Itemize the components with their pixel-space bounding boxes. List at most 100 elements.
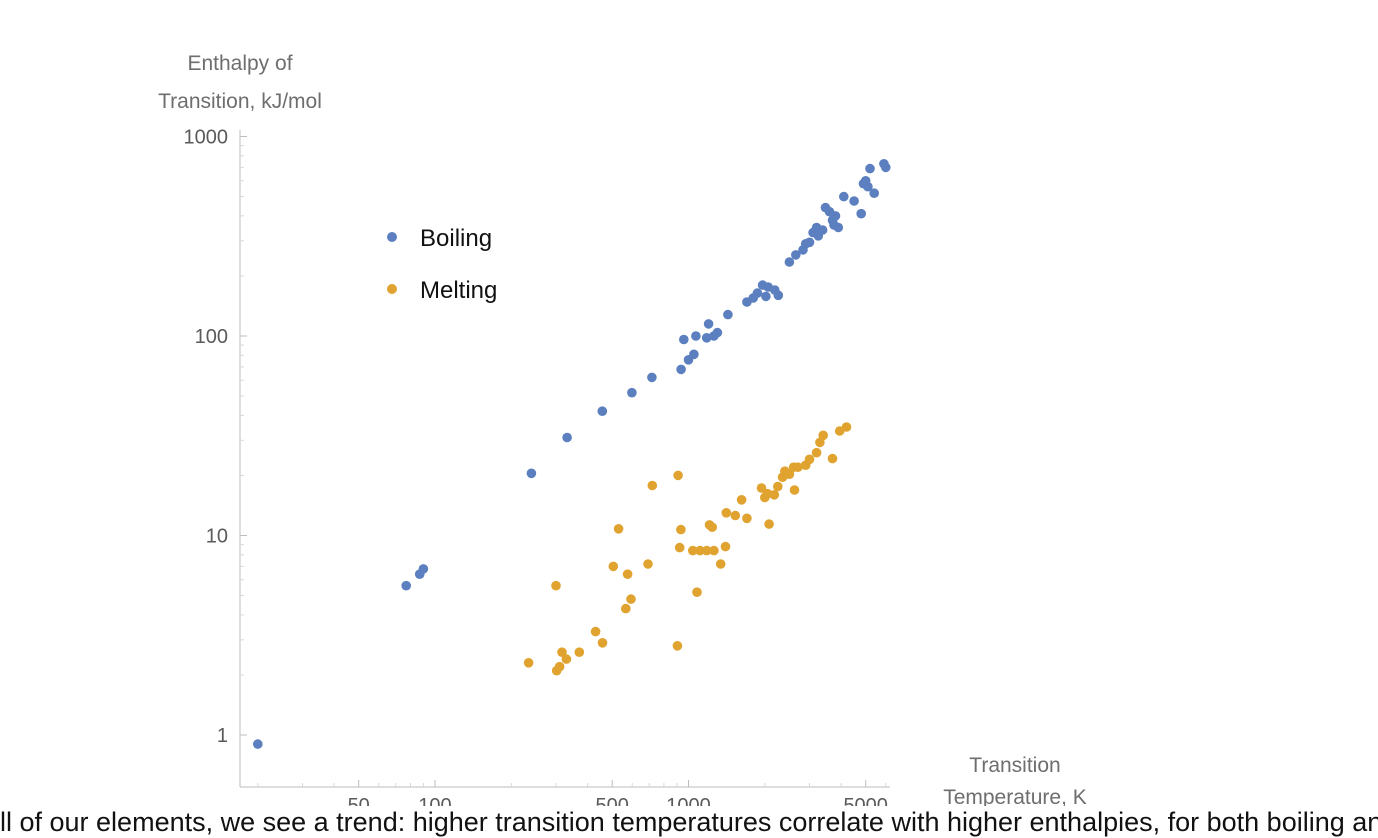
boiling-point (627, 387, 637, 398)
boiling-point (562, 432, 572, 443)
boiling-point (791, 250, 801, 260)
boiling-point (839, 191, 849, 202)
melting-point (557, 647, 567, 657)
boiling-point (817, 225, 828, 235)
y-axis-title: Enthalpy of Transition, kJ/mol (158, 52, 322, 113)
melting-point (811, 447, 822, 458)
y-tick-label: 10 (206, 526, 228, 548)
data-points (252, 159, 891, 749)
melting-point (673, 470, 683, 481)
melting-point (695, 545, 705, 556)
caption-text: ll of our elements, we see a trend: high… (0, 807, 1378, 837)
melting-point (590, 626, 601, 637)
boiling-point (689, 349, 699, 360)
melting-point (561, 654, 572, 664)
x-axis-title-line-1: Transition (969, 754, 1060, 777)
melting-point (827, 453, 838, 464)
melting-point (674, 542, 685, 553)
melting-point (764, 519, 774, 529)
y-tick-label: 1000 (184, 127, 229, 149)
series-boiling (252, 159, 891, 749)
melting-point (523, 658, 534, 668)
series-melting (523, 422, 852, 676)
melting-point (554, 661, 565, 672)
melting-point (597, 638, 608, 648)
melting-point (789, 485, 800, 495)
boiling-point (784, 257, 795, 267)
x-axis-ticks: 50 100 500 1000 5000 (257, 780, 888, 806)
boiling-point (881, 162, 891, 173)
boiling-point (401, 580, 412, 591)
boiling-point (701, 333, 712, 343)
melting-point (672, 641, 683, 651)
boiling-point (676, 364, 686, 375)
y-tick-label: 100 (195, 326, 228, 348)
boiling-point (804, 237, 815, 248)
melting-point (647, 480, 658, 491)
y-tick-label: 1 (217, 725, 228, 747)
legend-label-boiling: Boiling (420, 225, 492, 252)
melting-point (608, 561, 619, 572)
y-axis-ticks: 1 10 100 1000 (184, 127, 247, 747)
boiling-point (712, 327, 723, 338)
melting-point (613, 524, 624, 534)
melting-point (688, 545, 698, 556)
boiling-point (679, 334, 689, 345)
melting-point (769, 490, 780, 500)
melting-point (643, 559, 653, 569)
scatter-chart: Enthalpy of Transition, kJ/mol Transitio… (158, 52, 1087, 806)
boiling-point (526, 468, 537, 479)
legend: Boiling Melting (387, 225, 497, 304)
melting-point (804, 454, 815, 465)
melting-point (841, 422, 852, 432)
x-tick-label: 500 (596, 795, 629, 806)
x-axis-title-line-2: Temperature, K (943, 786, 1087, 806)
melting-point (707, 522, 717, 532)
boiling-point (703, 319, 714, 329)
x-tick-label: 100 (418, 795, 451, 806)
y-axis-title-line-1: Enthalpy of (187, 52, 292, 75)
melting-point (622, 569, 633, 579)
boiling-point (597, 406, 608, 417)
melting-point (692, 587, 702, 597)
boiling-point (252, 739, 263, 749)
boiling-point (752, 288, 763, 298)
melting-point (715, 559, 726, 569)
melting-point (720, 541, 731, 552)
legend-label-melting: Melting (420, 277, 497, 304)
boiling-point (833, 222, 844, 233)
melting-point (721, 508, 732, 518)
boiling-point (856, 208, 866, 219)
boiling-point (761, 291, 771, 302)
boiling-point (869, 188, 879, 198)
melting-point (701, 545, 712, 556)
y-axis-title-line-2: Transition, kJ/mol (158, 90, 322, 113)
boiling-point (865, 163, 875, 174)
melting-point (626, 594, 636, 604)
melting-point (574, 647, 585, 657)
boiling-point (691, 331, 701, 341)
x-tick-label: 1000 (666, 795, 711, 806)
melting-point (736, 495, 747, 505)
melting-point (742, 513, 752, 524)
legend-marker-melting (387, 284, 397, 294)
melting-point (621, 603, 631, 614)
melting-point (551, 580, 561, 591)
melting-point (676, 524, 686, 535)
boiling-point (773, 290, 784, 301)
boiling-point (863, 181, 873, 192)
x-tick-label: 5000 (843, 795, 888, 806)
boiling-point (830, 211, 841, 221)
legend-marker-boiling (387, 232, 397, 242)
x-axis-title: Transition Temperature, K (943, 754, 1087, 806)
x-tick-label: 50 (348, 795, 370, 806)
melting-point (756, 483, 767, 493)
boiling-point (723, 309, 733, 320)
melting-point (773, 481, 783, 492)
boiling-point (849, 196, 859, 206)
melting-point (730, 510, 741, 521)
melting-point (793, 462, 803, 473)
melting-point (818, 430, 828, 441)
melting-point (709, 545, 719, 556)
boiling-point (418, 564, 429, 574)
